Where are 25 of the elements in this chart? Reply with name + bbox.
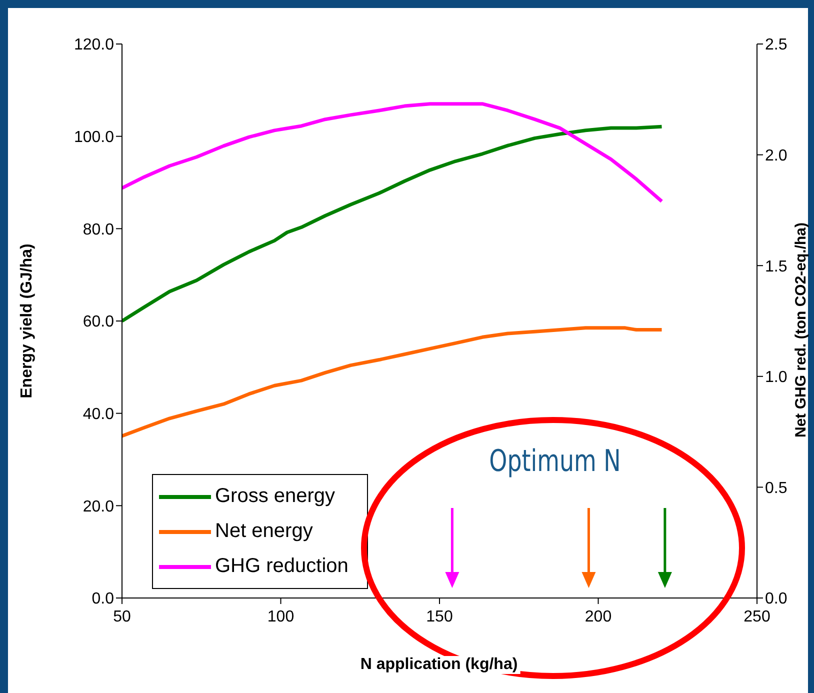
legend-label: Gross energy bbox=[215, 485, 336, 508]
y2-tick-label: 0.5 bbox=[765, 480, 788, 497]
y-tick-label: 40.0 bbox=[82, 406, 114, 424]
x-tick-label: 150 bbox=[426, 608, 453, 626]
y-tick-label: 0.0 bbox=[92, 590, 114, 608]
x-axis-title: N application (kg/ha) bbox=[357, 656, 521, 674]
y-tick-label: 60.0 bbox=[82, 314, 114, 331]
y2-tick-label: 2.0 bbox=[765, 147, 788, 164]
x-tick-label: 250 bbox=[744, 608, 770, 626]
y-tick-label: 100.0 bbox=[74, 129, 114, 146]
legend-label: GHG reduction bbox=[215, 555, 348, 578]
y-axis-title: Energy yield (GJ/ha) bbox=[18, 244, 36, 398]
y2-tick-label: 0.0 bbox=[765, 590, 788, 608]
y2-axis-title: Net GHG red. (ton CO2-eq./ha) bbox=[792, 222, 810, 438]
y2-tick-label: 1.0 bbox=[765, 369, 788, 386]
x-tick-label: 200 bbox=[584, 608, 612, 626]
annotation: Optimum N bbox=[488, 444, 622, 479]
y2-tick-label: 2.5 bbox=[765, 36, 788, 54]
y-tick-label: 80.0 bbox=[82, 221, 114, 238]
x-tick-label: 100 bbox=[267, 608, 294, 626]
y2-tick-label: 1.5 bbox=[765, 258, 788, 276]
legend-label: Net energy bbox=[215, 520, 313, 543]
y-tick-label: 20.0 bbox=[82, 498, 114, 516]
y-tick-label: 120.0 bbox=[74, 36, 114, 54]
x-tick-label: 50 bbox=[113, 608, 131, 626]
